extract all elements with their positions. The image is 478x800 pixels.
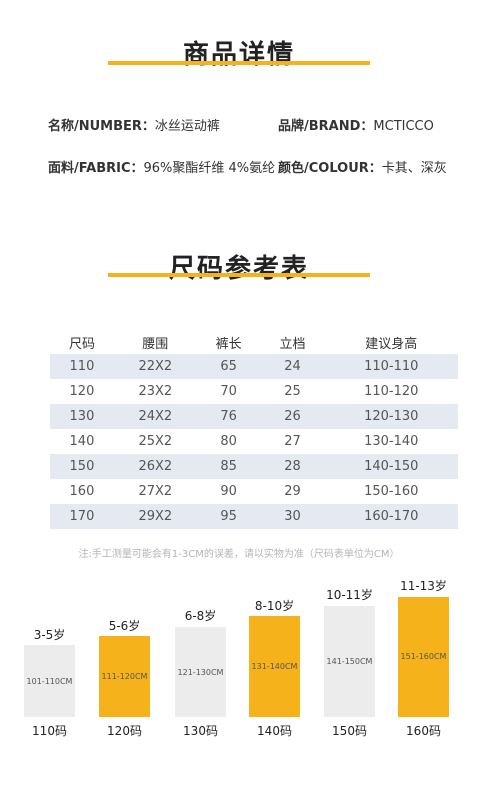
cell: 170 <box>50 504 114 529</box>
cell: 130 <box>50 404 114 429</box>
header-length: 裤长 <box>215 336 242 352</box>
age-label: 5-6岁 <box>108 619 141 633</box>
cell: 25X2 <box>138 434 173 449</box>
cell: 29 <box>284 484 301 499</box>
color-label: 颜色/COLOUR： <box>278 161 382 176</box>
size-code: 120码 <box>107 724 142 738</box>
height-bar <box>324 606 375 717</box>
height-range: 151-160CM <box>400 652 447 661</box>
cell: 160-170 <box>324 504 458 529</box>
height-bar <box>24 645 75 717</box>
brand-row: 品牌/BRAND：MCTICCO <box>278 115 434 134</box>
size-code: 160码 <box>406 724 441 738</box>
measurement-note: 注:手工测量可能会有1-3CM的误差，请以实物为准（尺码表单位为CM） <box>78 549 400 560</box>
cell: 110-110 <box>324 354 458 379</box>
name-value: 冰丝运动裤 <box>154 119 220 134</box>
cell: 95 <box>196 504 261 529</box>
name-label: 名称/NUMBER： <box>48 119 155 134</box>
cell: 24X2 <box>113 404 197 429</box>
header-size: 尺码 <box>68 336 95 352</box>
cell: 25 <box>284 384 301 399</box>
height-range: 101-110CM <box>26 677 73 686</box>
height-bar <box>175 627 226 717</box>
table-row: 110 22X2 65 24 110-110 <box>50 354 458 379</box>
height-bar <box>398 597 449 717</box>
size-table: 尺码 腰围 裤长 立档 建议身高 110 22X2 65 24 110-110 … <box>50 330 458 529</box>
cell: 120-130 <box>324 404 458 429</box>
color-row: 颜色/COLOUR：卡其、深灰 <box>278 157 447 176</box>
cell: 85 <box>196 454 261 479</box>
cell: 120 <box>69 384 95 399</box>
header-waist: 腰围 <box>142 336 169 352</box>
age-label: 6-8岁 <box>184 609 217 623</box>
cell: 150 <box>50 454 114 479</box>
cell: 27X2 <box>138 484 173 499</box>
cell: 160 <box>69 484 95 499</box>
cell: 70 <box>220 384 237 399</box>
cell: 29X2 <box>113 504 197 529</box>
size-code: 110码 <box>32 724 67 738</box>
cell: 28 <box>260 454 325 479</box>
table-row: 170 29X2 95 30 160-170 <box>50 504 458 529</box>
cell: 130-140 <box>364 434 419 449</box>
title-underline <box>108 273 370 277</box>
size-code: 130码 <box>183 724 218 738</box>
size-code: 150码 <box>332 724 367 738</box>
cell: 27 <box>284 434 301 449</box>
cell: 90 <box>220 484 237 499</box>
height-range: 141-150CM <box>326 657 373 666</box>
header-rise: 立档 <box>279 336 306 352</box>
table-row: 140 25X2 80 27 130-140 <box>50 429 458 454</box>
cell: 26 <box>260 404 325 429</box>
height-range: 121-130CM <box>177 668 224 677</box>
cell: 150-160 <box>364 484 419 499</box>
cell: 140-150 <box>324 454 458 479</box>
header-height: 建议身高 <box>365 336 418 352</box>
table-row: 120 23X2 70 25 110-120 <box>50 379 458 404</box>
age-label: 10-11岁 <box>326 588 373 602</box>
age-label: 11-13岁 <box>400 579 447 593</box>
cell: 76 <box>196 404 261 429</box>
color-value: 卡其、深灰 <box>381 161 447 176</box>
age-label: 3-5岁 <box>33 628 66 642</box>
cell: 22X2 <box>113 354 197 379</box>
cell: 80 <box>220 434 237 449</box>
cell: 23X2 <box>138 384 173 399</box>
size-chart-title: 尺码参考表 <box>168 254 309 284</box>
table-row: 130 24X2 76 26 120-130 <box>50 404 458 429</box>
fabric-row: 面料/FABRIC：96%聚酯纤维 4%氨纶 <box>48 157 275 176</box>
age-label: 8-10岁 <box>254 599 295 613</box>
cell: 24 <box>260 354 325 379</box>
height-bar <box>249 616 300 717</box>
cell: 140 <box>69 434 95 449</box>
table-row: 160 27X2 90 29 150-160 <box>50 479 458 504</box>
table-header-row: 尺码 腰围 裤长 立档 建议身高 <box>50 330 458 354</box>
fabric-value: 96%聚酯纤维 4%氨纶 <box>143 161 276 176</box>
brand-label: 品牌/BRAND： <box>278 119 374 134</box>
height-range: 111-120CM <box>101 672 148 681</box>
height-bar <box>99 636 150 717</box>
product-details-title: 商品详情 <box>182 40 295 70</box>
cell: 30 <box>260 504 325 529</box>
title-underline <box>108 61 370 65</box>
cell: 65 <box>196 354 261 379</box>
cell: 110 <box>50 354 114 379</box>
cell: 26X2 <box>113 454 197 479</box>
fabric-label: 面料/FABRIC： <box>48 161 144 176</box>
brand-value: MCTICCO <box>373 119 434 134</box>
size-code: 140码 <box>257 724 292 738</box>
table-row: 150 26X2 85 28 140-150 <box>50 454 458 479</box>
cell: 110-120 <box>364 384 419 399</box>
name-row: 名称/NUMBER：冰丝运动裤 <box>48 115 220 134</box>
height-range: 131-140CM <box>251 662 298 671</box>
